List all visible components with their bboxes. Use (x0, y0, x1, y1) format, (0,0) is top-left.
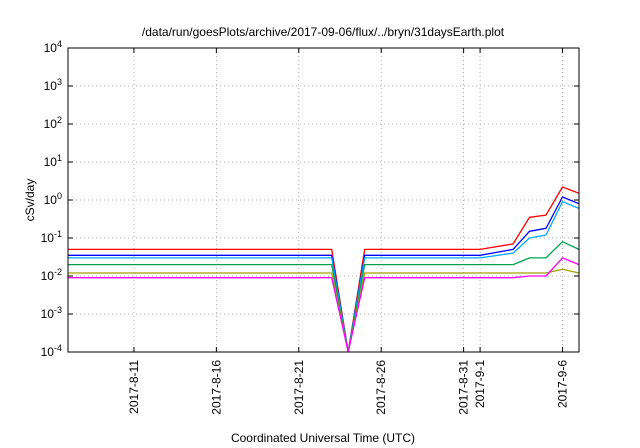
y-tick-label: 10-4 (41, 343, 62, 359)
chart-title: /data/run/goesPlots/archive/2017-09-06/f… (142, 25, 505, 39)
series-line-6 (68, 257, 579, 352)
series-lines (68, 186, 579, 352)
series-line-2 (68, 196, 579, 352)
y-tick-label: 104 (44, 39, 62, 55)
x-tick-label: 2017-8-31 (457, 360, 471, 415)
x-tick-label: 2017-8-26 (374, 360, 388, 415)
y-tick-label: 10-3 (41, 305, 62, 321)
x-axis: 2017-8-11 2017-8-16 2017-8-21 2017-8-26 2017… (127, 48, 570, 415)
series-line-3 (68, 201, 579, 352)
x-tick-label: 2017-9-1 (473, 360, 487, 408)
y-axis: 104 103 102 101 100 10-1 10-2 10-3 10-4 (41, 39, 579, 359)
y-tick-label: 101 (44, 153, 62, 169)
x-tick-label: 2017-9-6 (556, 360, 570, 408)
y-tick-label: 102 (44, 115, 62, 131)
grid (68, 47, 579, 353)
x-tick-label: 2017-8-21 (292, 360, 306, 415)
series-line-4 (68, 241, 579, 352)
y-tick-label: 10-2 (41, 267, 62, 283)
series-line-1 (68, 186, 579, 352)
y-tick-label: 10-1 (41, 229, 62, 245)
series-line-5 (68, 268, 579, 352)
y-tick-label: 100 (44, 191, 62, 207)
y-tick-label: 103 (44, 77, 62, 93)
x-tick-label: 2017-8-16 (209, 360, 223, 415)
y-axis-title: cSv/day (23, 179, 37, 222)
x-axis-title: Coordinated Universal Time (UTC) (231, 431, 415, 445)
x-tick-label: 2017-8-11 (127, 360, 141, 414)
